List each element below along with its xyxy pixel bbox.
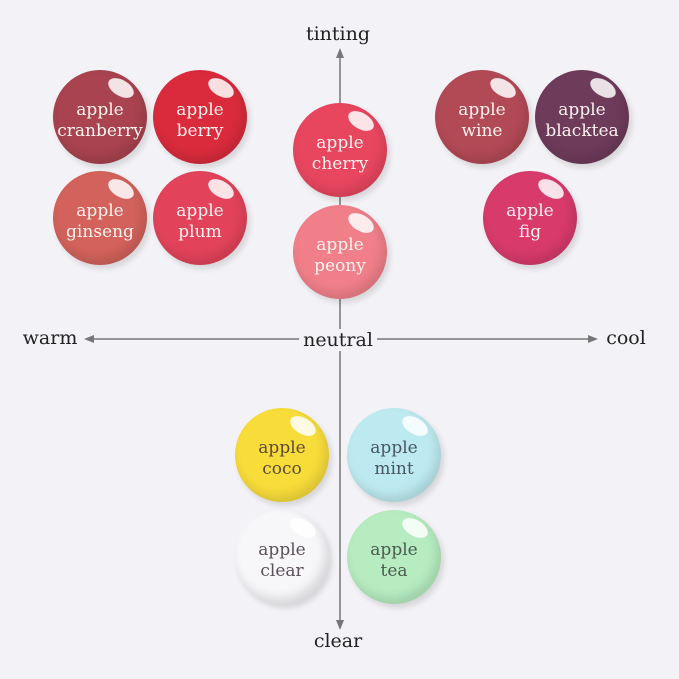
shade-swatch-blacktea: apple blacktea — [535, 70, 629, 164]
shade-label: apple — [370, 438, 418, 458]
shade-swatch-mint: apple mint — [347, 408, 441, 502]
shade-label: mint — [374, 459, 414, 479]
shade-label: tea — [380, 561, 408, 581]
axis-label-bottom: clear — [309, 630, 367, 652]
shade-swatch-clear: apple clear — [235, 510, 329, 604]
shade-label: apple — [258, 438, 306, 458]
shade-label: apple — [76, 201, 124, 221]
arrow-left-icon — [84, 335, 94, 343]
shade-swatch-peony: apple peony — [293, 205, 387, 299]
shade-label: apple — [506, 201, 554, 221]
axis-label-center: neutral — [299, 329, 377, 351]
shade-swatch-wine: apple wine — [435, 70, 529, 164]
shade-label: plum — [178, 222, 222, 242]
shade-label: cherry — [311, 154, 369, 174]
shade-swatch-coco: apple coco — [235, 408, 329, 502]
shade-swatch-plum: apple plum — [153, 171, 247, 265]
axis-label-left: warm — [18, 327, 82, 349]
shade-label: apple — [458, 100, 506, 120]
shade-swatch-cranberry: apple cranberry — [53, 70, 147, 164]
shade-label: ginseng — [66, 222, 134, 242]
shade-label: wine — [461, 121, 503, 141]
shade-label: apple — [370, 540, 418, 560]
shade-label: apple — [316, 133, 364, 153]
arrow-down-icon — [336, 620, 344, 630]
axis-label-top: tinting — [301, 23, 375, 45]
shade-label: blacktea — [545, 121, 619, 141]
arrow-up-icon — [336, 48, 344, 58]
axis-label-right: cool — [602, 327, 650, 349]
shade-swatch-berry: apple berry — [153, 70, 247, 164]
shade-swatch-ginseng: apple ginseng — [53, 171, 147, 265]
shade-swatch-fig: apple fig — [483, 171, 577, 265]
shade-label: coco — [262, 459, 302, 479]
shade-label: apple — [316, 235, 364, 255]
shade-label: berry — [176, 121, 224, 141]
shade-label: apple — [258, 540, 306, 560]
shade-label: apple — [558, 100, 606, 120]
shade-label: apple — [176, 100, 224, 120]
arrow-right-icon — [588, 335, 598, 343]
shade-label: apple — [76, 100, 124, 120]
shade-label: apple — [176, 201, 224, 221]
shade-label: clear — [260, 561, 304, 581]
shade-swatch-cherry: apple cherry — [293, 103, 387, 197]
shade-label: fig — [518, 222, 542, 242]
shade-label: cranberry — [57, 121, 143, 141]
shade-swatch-tea: apple tea — [347, 510, 441, 604]
shade-label: peony — [314, 256, 366, 276]
